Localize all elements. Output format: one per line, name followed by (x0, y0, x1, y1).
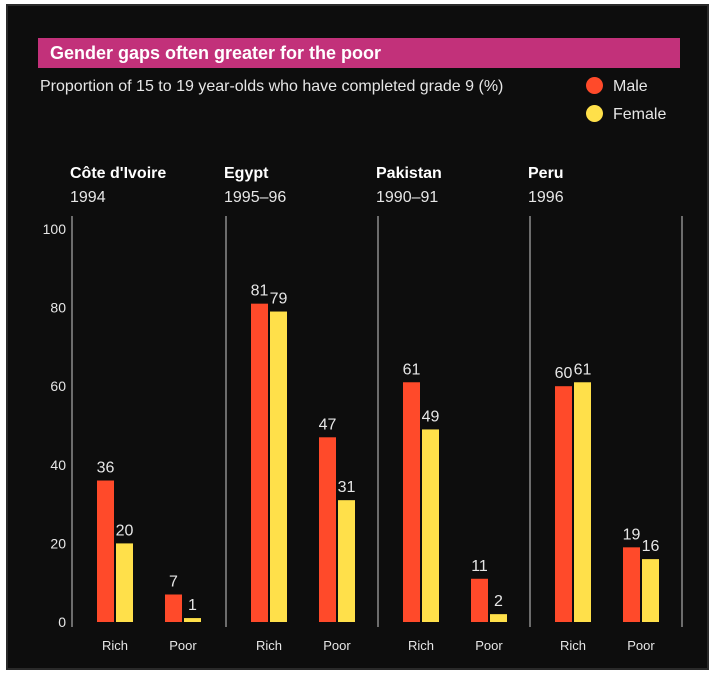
bar-male (251, 303, 268, 622)
bar-male (623, 547, 640, 622)
data-label-female: 79 (270, 291, 288, 308)
panel-year-label: 1995–96 (224, 189, 286, 206)
bar-female (574, 382, 591, 622)
panel-country-label: Peru (528, 165, 564, 182)
data-label-male: 60 (555, 365, 573, 382)
data-label-male: 19 (623, 526, 641, 543)
legend-item-male: Male (586, 76, 648, 98)
panel-year-label: 1996 (528, 189, 564, 206)
data-label-male: 47 (319, 416, 337, 433)
legend-label-male: Male (613, 78, 648, 95)
bar-female (184, 618, 201, 622)
data-label-male: 61 (403, 361, 421, 378)
panel-year-label: 1994 (70, 189, 106, 206)
legend-swatch-female (586, 105, 603, 122)
bar-female (116, 543, 133, 622)
data-label-male: 11 (471, 558, 488, 575)
panel-country-label: Egypt (224, 165, 269, 182)
panel-country-label: Pakistan (376, 165, 442, 182)
bar-female (270, 311, 287, 622)
legend-item-female: Female (586, 104, 666, 126)
data-label-female: 31 (338, 479, 356, 496)
category-label: Rich (102, 638, 128, 653)
category-label: Poor (169, 638, 197, 653)
y-tick-label: 40 (50, 457, 66, 473)
bar-female (490, 614, 507, 622)
category-label: Poor (475, 638, 503, 653)
y-tick-label: 100 (43, 221, 67, 237)
panel-country-label: Côte d'Ivoire (70, 165, 166, 182)
bar-male (555, 386, 572, 622)
panel-year-label: 1990–91 (376, 189, 438, 206)
bar-female (338, 500, 355, 622)
legend-swatch-male (586, 77, 603, 94)
data-label-male: 7 (169, 573, 178, 590)
bar-male (403, 382, 420, 622)
bar-male (319, 437, 336, 622)
data-label-female: 49 (422, 408, 440, 425)
bar-male (97, 480, 114, 622)
data-label-female: 1 (188, 597, 197, 614)
bar-female (422, 429, 439, 622)
y-tick-label: 0 (58, 614, 66, 630)
chart-title: Gender gaps often greater for the poor (38, 38, 680, 68)
y-tick-label: 80 (50, 300, 66, 316)
data-label-female: 2 (494, 593, 503, 610)
data-label-female: 20 (116, 522, 134, 539)
y-tick-label: 60 (50, 378, 66, 394)
category-label: Poor (323, 638, 351, 653)
category-label: Rich (560, 638, 586, 653)
data-label-male: 81 (251, 283, 269, 300)
category-label: Rich (408, 638, 434, 653)
category-label: Rich (256, 638, 282, 653)
data-label-female: 16 (642, 538, 660, 555)
category-label: Poor (627, 638, 655, 653)
bar-female (642, 559, 659, 622)
bar-male (165, 594, 182, 622)
chart-subtitle: Proportion of 15 to 19 year-olds who hav… (40, 78, 504, 95)
data-label-male: 36 (97, 460, 115, 477)
bar-male (471, 578, 488, 622)
y-tick-label: 20 (50, 535, 66, 551)
legend-label-female: Female (613, 106, 667, 123)
data-label-female: 61 (574, 361, 592, 378)
